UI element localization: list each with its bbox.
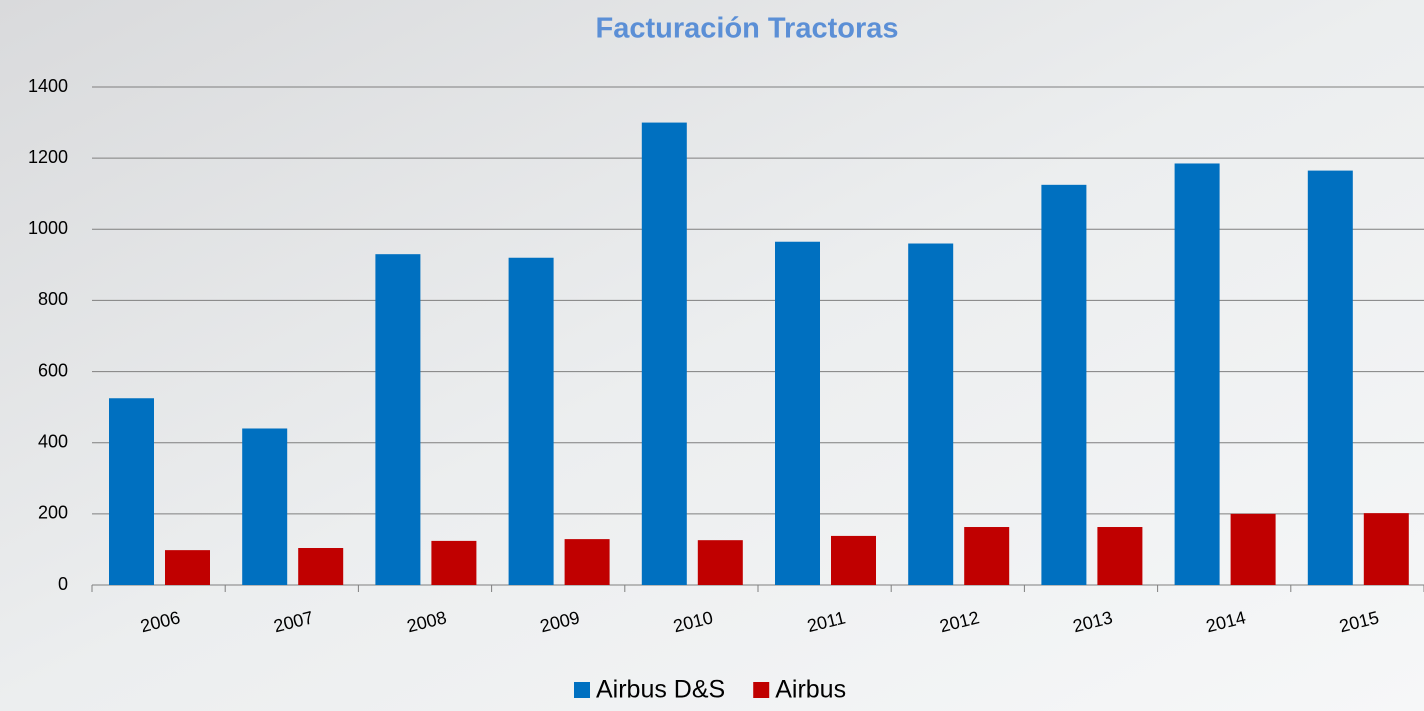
y-tick-label: 800 <box>38 289 68 309</box>
legend-swatch <box>574 682 590 698</box>
legend-swatch <box>753 682 769 698</box>
bar <box>298 548 343 585</box>
bar <box>431 541 476 585</box>
y-tick-label: 1000 <box>28 218 68 238</box>
bar <box>698 540 743 585</box>
bar <box>242 428 287 585</box>
chart-title: Facturación Tractoras <box>596 13 899 45</box>
chart: Facturación Tractoras 0 200 400 600 800 1000 1… <box>0 0 1424 711</box>
bar <box>908 244 953 585</box>
bar <box>775 242 820 585</box>
y-tick-label: 1200 <box>28 147 68 167</box>
bar <box>109 398 154 585</box>
bar <box>964 527 1009 585</box>
page: Facturación Tractoras 0 200 400 600 800 1000 1… <box>0 0 1424 711</box>
bar <box>1364 513 1409 585</box>
bar <box>831 536 876 585</box>
bar <box>375 254 420 585</box>
bar <box>565 539 610 585</box>
bar <box>165 550 210 585</box>
bar <box>642 123 687 585</box>
legend-label: Airbus D&S <box>596 676 725 704</box>
bar <box>1231 514 1276 585</box>
y-tick-label: 1400 <box>28 76 68 96</box>
y-tick-label: 0 <box>58 574 68 594</box>
y-tick-label: 600 <box>38 360 68 380</box>
bar <box>1175 163 1220 585</box>
y-tick-label: 200 <box>38 503 68 523</box>
bar <box>1097 527 1142 585</box>
legend-label: Airbus <box>775 676 846 704</box>
bar <box>509 258 554 585</box>
y-tick-label: 400 <box>38 431 68 451</box>
bar <box>1308 171 1353 585</box>
bar <box>1041 185 1086 585</box>
